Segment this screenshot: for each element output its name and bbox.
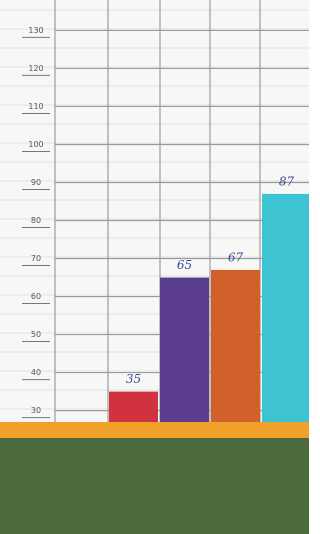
data-label: 35 — [126, 372, 141, 386]
data-label: 65 — [177, 258, 192, 272]
y-tick-label: 110 — [28, 102, 43, 111]
y-tick-label: 130 — [28, 26, 43, 35]
y-tick-label: 90 — [31, 178, 41, 187]
y-tick-label: 40 — [31, 368, 41, 377]
bar — [160, 278, 209, 422]
y-tick-label: 80 — [31, 216, 41, 225]
y-tick-label: 60 — [31, 292, 41, 301]
page: {"chart_data": {"type": "bar", "categori… — [0, 0, 309, 534]
data-label: 67 — [228, 250, 244, 264]
photo: 30 40 50 60 70 80 90 100 110 120 130 35 65 67 87 — [0, 0, 309, 534]
data-label: 87 — [279, 174, 295, 188]
y-tick-label: 100 — [28, 140, 43, 149]
tray — [0, 422, 309, 438]
y-tick-label: 120 — [28, 64, 43, 73]
y-tick-label: 30 — [31, 406, 41, 415]
y-tick-label: 50 — [31, 330, 41, 339]
bar — [262, 194, 309, 422]
bar — [109, 392, 158, 422]
board — [0, 438, 309, 534]
bar — [211, 270, 260, 422]
y-tick-label: 70 — [31, 254, 41, 263]
